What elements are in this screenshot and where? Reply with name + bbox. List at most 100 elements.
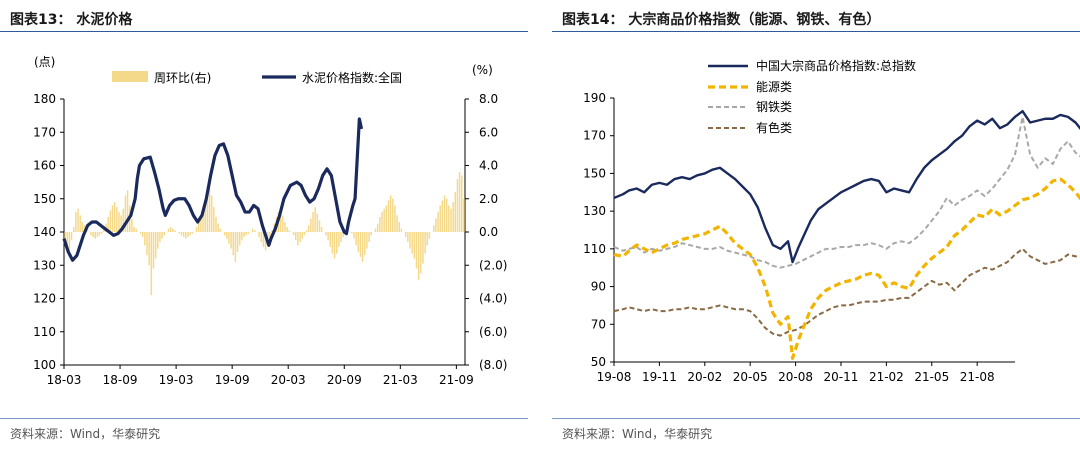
weekly-change-bar	[141, 232, 144, 237]
left-source-note: 资料来源：Wind，华泰研究	[10, 427, 161, 441]
weekly-change-bar	[458, 172, 461, 232]
weekly-change-bar	[415, 232, 418, 269]
weekly-change-bar	[279, 208, 282, 232]
right-source-note: 资料来源：Wind，华泰研究	[562, 427, 713, 441]
weekly-change-bar	[331, 232, 334, 254]
y-tick-label: 150	[583, 166, 606, 180]
right-figure-text: 大宗商品价格指数（能源、钢铁、有色）	[628, 12, 881, 28]
right-figure-number: 图表14：	[562, 12, 624, 28]
weekly-change-bar	[351, 232, 353, 234]
weekly-change-bar	[236, 232, 239, 252]
energy-index-line	[613, 177, 1080, 360]
weekly-change-bar	[215, 217, 217, 232]
weekly-change-bar	[241, 232, 243, 241]
weekly-change-bar	[310, 218, 312, 232]
weekly-change-bar	[75, 212, 77, 232]
y-tick-label: 70	[591, 317, 606, 331]
weekly-change-bar	[381, 212, 383, 232]
weekly-change-bar	[169, 227, 172, 232]
x-tick-label: 20-09	[327, 373, 362, 387]
weekly-change-bar	[409, 232, 411, 249]
weekly-change-bar	[219, 228, 222, 232]
weekly-change-bar	[68, 232, 71, 256]
left-source-rule	[0, 418, 528, 419]
steel-index-line	[613, 115, 1080, 269]
weekly-change-bar	[178, 232, 181, 234]
weekly-change-bar	[301, 232, 303, 239]
weekly-change-bar	[144, 232, 146, 246]
weekly-change-bar	[98, 232, 101, 236]
left-y-tick-label: 150	[33, 192, 56, 206]
left-y-tick-label: 160	[33, 159, 56, 173]
weekly-change-bar	[189, 232, 191, 236]
left-figure-number: 图表13：	[10, 12, 72, 28]
weekly-change-bar	[424, 232, 426, 254]
left-y-tick-label: 180	[33, 92, 56, 106]
weekly-change-bar	[292, 232, 295, 236]
weekly-change-bar	[72, 227, 75, 232]
weekly-change-bar	[357, 232, 360, 252]
weekly-change-bar	[64, 232, 66, 242]
weekly-change-bar	[118, 212, 120, 232]
weekly-change-bar	[340, 232, 342, 242]
weekly-change-bar	[411, 232, 413, 254]
weekly-change-bar	[185, 232, 187, 239]
weekly-change-bar	[461, 175, 463, 232]
weekly-change-bar	[407, 232, 409, 242]
weekly-change-bar	[361, 232, 364, 262]
x-tick-label: 20-08	[778, 370, 813, 384]
weekly-change-bar	[204, 200, 206, 232]
weekly-change-bar	[206, 188, 209, 232]
weekly-change-bar	[187, 232, 189, 237]
weekly-change-bar	[299, 232, 301, 242]
weekly-change-bar	[100, 232, 103, 234]
weekly-change-bar	[148, 232, 150, 266]
weekly-change-bar	[161, 232, 163, 239]
weekly-change-bar	[131, 218, 133, 232]
weekly-change-bar	[210, 195, 213, 232]
weekly-change-bar	[443, 195, 446, 232]
left-y-tick-label: 140	[33, 225, 56, 239]
weekly-change-bar	[400, 228, 403, 232]
weekly-change-bar	[172, 228, 174, 232]
weekly-change-bar	[329, 232, 332, 247]
right-y-tick-label: (6.0)	[479, 325, 507, 339]
weekly-change-bar	[383, 208, 385, 232]
weekly-change-bar	[450, 208, 452, 232]
weekly-change-bar	[404, 232, 407, 237]
left-title-rule	[0, 31, 528, 32]
weekly-change-bar	[174, 230, 176, 232]
weekly-change-bar	[83, 225, 86, 232]
weekly-change-bar	[111, 205, 114, 232]
weekly-change-bar	[366, 232, 368, 249]
weekly-change-bar	[286, 227, 288, 232]
weekly-change-bar	[238, 232, 241, 246]
right-y-tick-label: (8.0)	[479, 358, 507, 372]
weekly-change-bar	[213, 207, 215, 232]
weekly-change-bar	[163, 232, 166, 236]
weekly-change-bar	[305, 230, 308, 232]
x-tick-label: 18-09	[103, 373, 138, 387]
weekly-change-bar	[217, 223, 219, 232]
weekly-change-bar	[81, 222, 84, 232]
cement-price-chart: 180 170 160 150 140 130 120 110 100 8.0 6.0 4.0 2.0 0…	[33, 55, 507, 387]
y-tick-label: 190	[583, 91, 606, 105]
left-y-tick-label: 130	[33, 258, 56, 272]
x-tick-label: 20-03	[271, 373, 306, 387]
weekly-change-bar	[420, 232, 422, 274]
weekly-change-bar	[247, 232, 250, 234]
legend-label-weekly: 周环比(右)	[154, 70, 211, 85]
weekly-change-bar	[284, 222, 286, 232]
weekly-change-bar	[234, 232, 237, 262]
weekly-change-bar	[445, 198, 448, 232]
x-tick-label: 18-03	[47, 373, 82, 387]
weekly-change-bar	[363, 232, 366, 256]
weekly-change-bar	[167, 228, 170, 232]
weekly-change-bar	[387, 200, 390, 232]
weekly-change-bar	[435, 218, 437, 232]
weekly-change-bar	[126, 190, 129, 232]
weekly-change-bar	[432, 225, 435, 232]
weekly-change-bar	[295, 232, 297, 241]
x-tick-label: 20-05	[733, 370, 768, 384]
weekly-change-bar	[428, 232, 431, 239]
